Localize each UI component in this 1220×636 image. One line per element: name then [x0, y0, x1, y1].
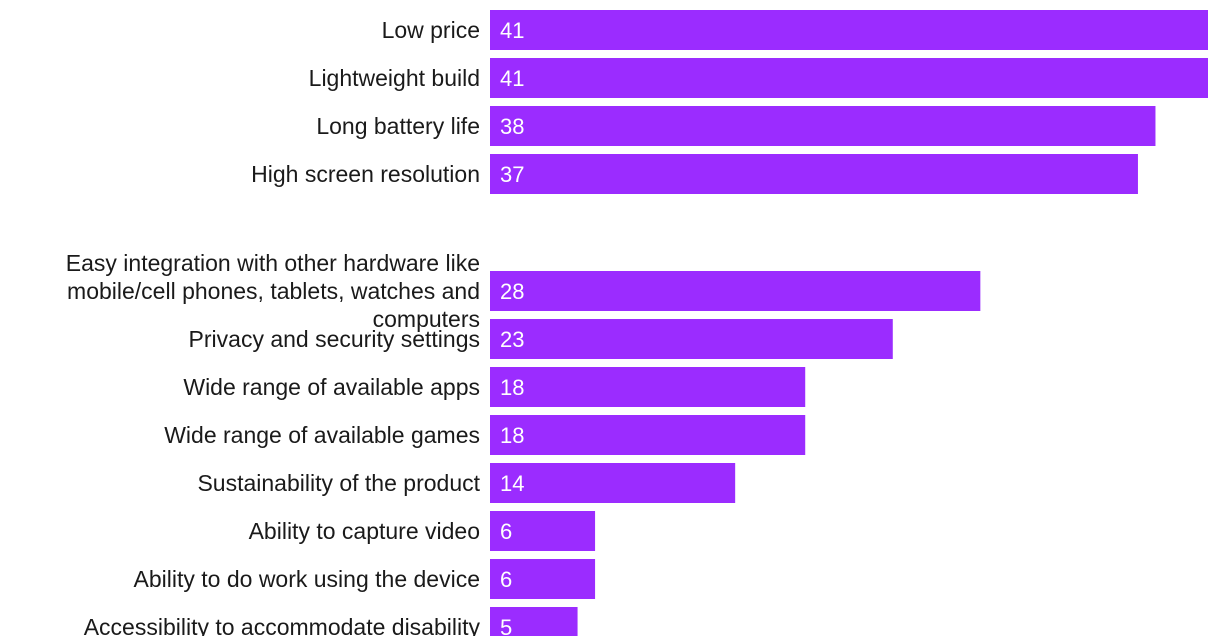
bar-3	[490, 154, 1138, 194]
bar-value-label: 41	[500, 66, 524, 91]
bar-value-label: 18	[500, 375, 524, 400]
bar-2	[490, 106, 1156, 146]
bar-8	[490, 463, 736, 503]
bar-value-label: 6	[500, 567, 512, 592]
category-label: Wide range of available games	[164, 422, 480, 448]
category-label: Easy integration with other hardware lik…	[66, 250, 480, 332]
bar-value-label: 23	[500, 327, 524, 352]
bar-value-label: 18	[500, 423, 524, 448]
bar-7	[490, 415, 806, 455]
category-label: High screen resolution	[251, 161, 480, 187]
bar-4	[490, 271, 981, 311]
bar-6	[490, 367, 806, 407]
category-label: Ability to do work using the device	[134, 566, 480, 592]
bar-value-label: 5	[500, 615, 512, 636]
bar-value-label: 28	[500, 279, 524, 304]
bar-9	[490, 511, 596, 551]
bar-value-label: 38	[500, 114, 524, 139]
category-label: Wide range of available apps	[183, 374, 480, 400]
category-label: Lightweight build	[309, 65, 480, 91]
category-label: Privacy and security settings	[189, 326, 480, 352]
category-label: Long battery life	[316, 113, 480, 139]
bar-1	[490, 58, 1208, 98]
bar-value-label: 6	[500, 519, 512, 544]
category-label: Sustainability of the product	[197, 470, 480, 496]
bar-10	[490, 559, 596, 599]
bar-5	[490, 319, 893, 359]
bar-value-label: 37	[500, 162, 524, 187]
category-label: Low price	[382, 17, 480, 43]
bar-value-label: 41	[500, 18, 524, 43]
bar-value-label: 14	[500, 471, 524, 496]
bar-11	[490, 607, 578, 636]
category-label: Ability to capture video	[249, 518, 480, 544]
category-label: Accessibility to accommodate disability	[84, 614, 481, 636]
bar-0	[490, 10, 1208, 50]
